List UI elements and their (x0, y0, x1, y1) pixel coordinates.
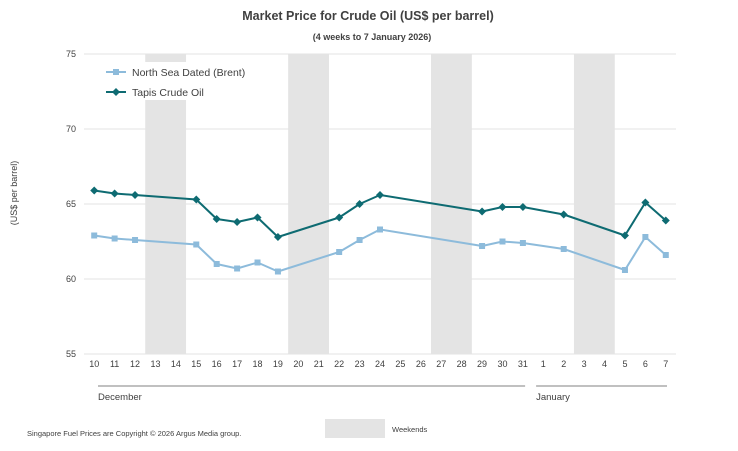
x-tick-label: 29 (477, 359, 487, 369)
y-tick-label: 65 (66, 199, 76, 209)
data-point-brent (377, 226, 383, 233)
x-tick-label: 10 (89, 359, 99, 369)
data-point-tapis (376, 191, 384, 199)
y-tick-label: 60 (66, 274, 76, 284)
series-line-tapis (94, 189, 667, 238)
data-point-tapis (641, 198, 650, 207)
legend-tapis-marker (112, 88, 120, 96)
chart-title: Market Price for Crude Oil (US$ per barr… (242, 9, 493, 23)
x-tick-label: 5 (622, 359, 627, 369)
data-point-brent (91, 232, 98, 239)
x-tick-label: 25 (395, 359, 405, 369)
x-tick-label: 22 (334, 359, 344, 369)
x-tick-label: 13 (150, 359, 160, 369)
y-axis-label: (US$ per barrel) (9, 161, 19, 226)
data-point-tapis (273, 233, 282, 241)
legend-brent-label: North Sea Dated (Brent) (132, 67, 245, 79)
data-point-brent (356, 237, 363, 243)
data-point-brent (479, 243, 486, 249)
month-label-january: January (536, 392, 570, 403)
x-tick-label: 4 (602, 359, 607, 369)
data-point-brent (193, 241, 200, 248)
x-tick-label: 21 (314, 359, 324, 369)
data-point-brent (213, 261, 220, 267)
data-point-tapis (192, 195, 201, 204)
data-point-tapis (355, 200, 364, 208)
data-point-brent (234, 265, 241, 272)
x-tick-label: 23 (355, 359, 365, 369)
data-point-brent (132, 237, 139, 243)
x-tick-label: 3 (582, 359, 587, 369)
x-tick-label: 28 (457, 359, 467, 369)
data-point-brent (621, 267, 628, 273)
series-group (90, 186, 670, 275)
data-point-brent (499, 238, 506, 245)
x-tick-label: 19 (273, 359, 283, 369)
weekend-legend-swatch (325, 419, 385, 438)
legend-tapis-label: Tapis Crude Oil (132, 87, 204, 99)
data-point-tapis (90, 186, 99, 195)
x-tick-label: 17 (232, 359, 242, 369)
data-point-tapis (233, 218, 242, 226)
data-point-tapis (212, 215, 221, 223)
data-point-tapis (559, 210, 568, 219)
x-tick-label: 11 (110, 359, 119, 369)
y-tick-label: 55 (66, 349, 76, 359)
data-point-brent (642, 234, 649, 240)
x-tick-label: 2 (561, 359, 566, 369)
legend-background (104, 62, 244, 100)
series-line-brent (94, 228, 667, 273)
x-tick-label: 26 (416, 359, 426, 369)
legend: North Sea Dated (Brent) Tapis Crude Oil (104, 62, 245, 100)
x-tick-label: 27 (436, 359, 446, 369)
x-tick-label: 31 (518, 359, 528, 369)
month-label-december: December (98, 392, 142, 403)
data-point-brent (111, 235, 118, 242)
data-point-brent (254, 259, 261, 266)
data-point-brent (274, 268, 281, 275)
data-point-brent (560, 246, 567, 252)
x-tick-label: 14 (171, 359, 181, 369)
data-point-tapis (498, 203, 507, 211)
data-point-brent (336, 249, 343, 255)
x-tick-label: 12 (130, 359, 140, 369)
gridlines (84, 53, 676, 355)
data-point-tapis (661, 216, 670, 225)
x-tick-label: 18 (253, 359, 263, 369)
data-point-brent (519, 240, 526, 246)
data-point-tapis (335, 213, 344, 222)
data-point-tapis (518, 203, 527, 211)
x-tick-label: 15 (191, 359, 201, 369)
x-tick-label: 30 (497, 359, 507, 369)
data-point-tapis (478, 207, 487, 216)
data-point-brent (662, 252, 669, 258)
x-tick-label: 20 (293, 359, 303, 369)
y-tick-label: 75 (66, 49, 76, 59)
x-tick-label: 7 (663, 359, 668, 369)
chart-subtitle: (4 weeks to 7 January 2026) (313, 32, 432, 42)
data-point-tapis (110, 189, 119, 198)
weekend-legend-label: Weekends (392, 425, 428, 434)
data-point-tapis (620, 231, 629, 240)
weekend-legend: Weekends (325, 419, 428, 438)
data-point-tapis (253, 213, 262, 222)
copyright-footer: Singapore Fuel Prices are Copyright © 20… (27, 429, 241, 438)
x-tick-label: 16 (212, 359, 222, 369)
legend-brent-marker (113, 69, 119, 75)
x-tick-label: 1 (541, 359, 546, 369)
x-tick-label: 24 (375, 359, 385, 369)
y-tick-label: 70 (66, 124, 76, 134)
x-tick-label: 6 (643, 359, 648, 369)
data-point-tapis (131, 191, 140, 199)
